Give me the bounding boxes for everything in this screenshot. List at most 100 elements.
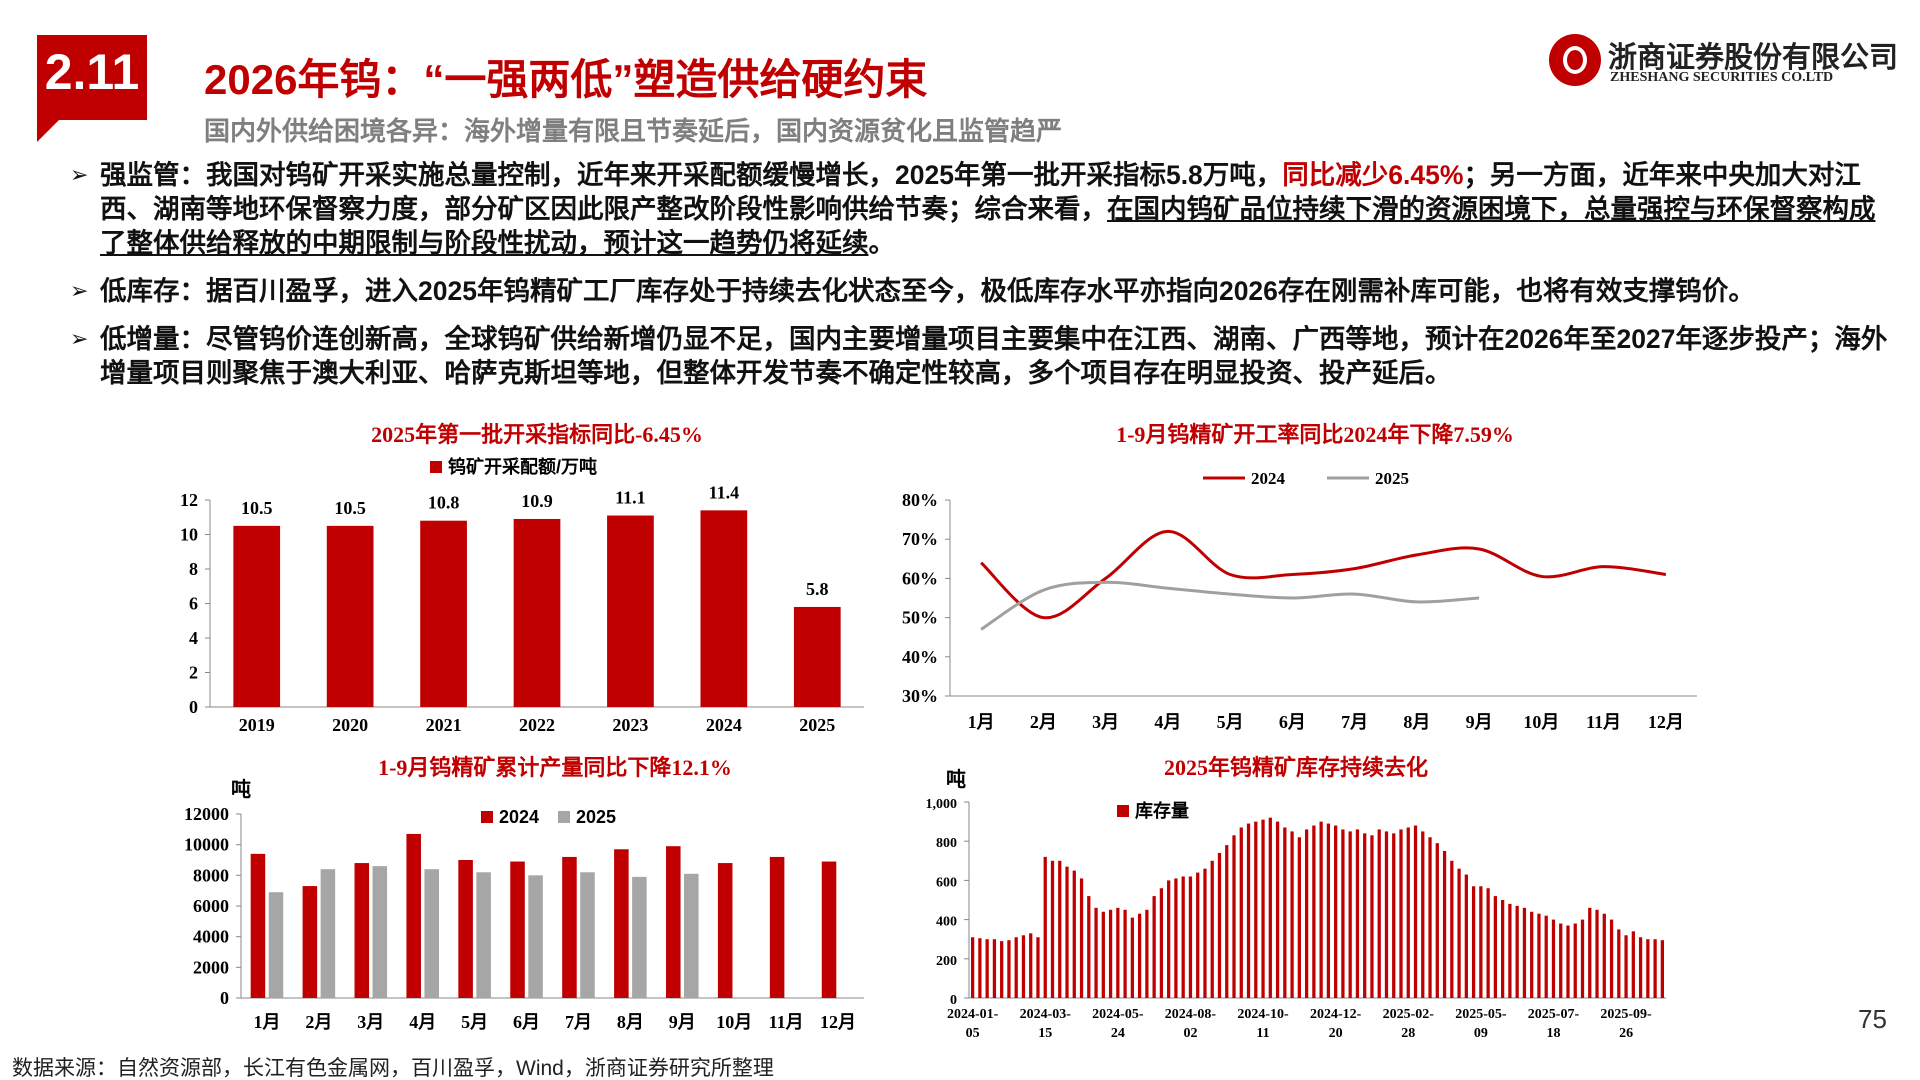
x-tick-label: 12月 bbox=[1648, 712, 1684, 732]
bar bbox=[1065, 866, 1069, 998]
bar bbox=[1428, 837, 1432, 998]
y-tick-label: 12000 bbox=[184, 804, 229, 824]
x-tick-label: 2024-03-15 bbox=[1020, 1007, 1072, 1041]
title: 2026年钨：“一强两低”塑造供给硬约束 bbox=[204, 56, 928, 103]
bar bbox=[1297, 837, 1301, 998]
bar bbox=[1617, 929, 1621, 998]
y-tick-label: 6000 bbox=[193, 896, 229, 916]
bar bbox=[1130, 917, 1134, 998]
bar bbox=[1501, 900, 1505, 998]
line-series bbox=[980, 580, 1480, 631]
bar bbox=[1000, 941, 1004, 998]
bullet: 低增量：尽管钨价连创新高，全球钨矿供给新增仍显不足，国内主要增量项目主要集中在江… bbox=[70, 322, 1900, 390]
bar bbox=[1355, 829, 1360, 998]
chart-title: 2025年第一批开采指标同比-6.45% bbox=[371, 422, 703, 447]
x-tick-label: 4月 bbox=[1154, 712, 1181, 732]
x-tick-label: 4月 bbox=[409, 1012, 436, 1032]
bar bbox=[1580, 919, 1585, 998]
bar bbox=[1457, 868, 1461, 998]
bar bbox=[1145, 909, 1149, 998]
bullet-text: 同比减少6.45% bbox=[1282, 160, 1464, 190]
legend-swatch bbox=[558, 811, 570, 823]
x-tick-label: 11月 bbox=[1586, 712, 1621, 732]
bar bbox=[458, 860, 473, 998]
bar bbox=[510, 861, 525, 998]
bar bbox=[476, 872, 491, 998]
badge-tab bbox=[37, 120, 59, 142]
x-tick-label: 1月 bbox=[968, 712, 995, 732]
bullet-text: ；另一方面，近年来中央加大对江西、湖南等地环保督察力度，部分矿区因此限产整改阶段… bbox=[100, 160, 1861, 224]
y-tick-label: 40% bbox=[902, 647, 938, 667]
x-tick-label: 10月 bbox=[716, 1012, 752, 1032]
bar bbox=[420, 520, 467, 707]
x-tick-label: 2024-01-05 bbox=[947, 1007, 999, 1041]
x-tick-label: 6月 bbox=[1279, 712, 1306, 732]
bullet-text: 。 bbox=[868, 228, 896, 258]
x-tick-label: 2025 bbox=[799, 715, 835, 735]
bar bbox=[1101, 911, 1105, 998]
badge-text: 2.11 bbox=[44, 44, 140, 100]
subtitle: 国内外供给困境各异：海外增量有限且节奏延后，国内资源贫化且监管趋严 bbox=[204, 116, 1063, 146]
bar bbox=[1544, 915, 1548, 998]
bar bbox=[821, 861, 837, 998]
bar bbox=[1421, 831, 1425, 998]
bar bbox=[1413, 825, 1418, 998]
bar bbox=[580, 872, 595, 998]
bar bbox=[793, 606, 841, 707]
bar bbox=[1210, 860, 1214, 998]
y-tick-label: 200 bbox=[936, 954, 957, 969]
bar bbox=[1283, 827, 1287, 998]
bar bbox=[513, 518, 561, 707]
bar bbox=[1624, 935, 1628, 998]
bar bbox=[1399, 829, 1403, 998]
bar bbox=[1319, 821, 1323, 998]
bar bbox=[1595, 909, 1599, 998]
y-axis-label: 吨 bbox=[231, 777, 251, 801]
bar bbox=[970, 937, 975, 998]
bullet-text: 低增量：尽管钨价连创新高，全球钨矿供给新增仍显不足，国内主要增量项目主要集中在江… bbox=[100, 324, 1888, 388]
x-tick-label: 2025-09-26 bbox=[1600, 1007, 1652, 1041]
bar bbox=[1479, 886, 1483, 998]
bar bbox=[268, 892, 284, 998]
bar bbox=[1014, 937, 1018, 998]
x-tick-label: 12月 bbox=[820, 1012, 856, 1032]
x-tick-label: 3月 bbox=[357, 1012, 384, 1032]
bar bbox=[1653, 939, 1657, 998]
chart-title: 2025年钨精矿库存持续去化 bbox=[1164, 755, 1428, 780]
bullet: 低库存：据百川盈孚，进入2025年钨精矿工厂库存处于持续去化状态至今，极低库存水… bbox=[70, 274, 1900, 308]
y-tick-label: 0 bbox=[950, 993, 957, 1008]
y-axis-label: 吨 bbox=[946, 767, 966, 791]
bar bbox=[1638, 937, 1643, 998]
x-tick-label: 8月 bbox=[617, 1012, 644, 1032]
bullet-text: 强监管：我国对钨矿开采实施总量控制，近年来开采配额缓慢增长，2025年第一批开采… bbox=[100, 160, 1283, 190]
bar bbox=[1326, 823, 1331, 998]
x-tick-label: 2024-08-02 bbox=[1165, 1007, 1217, 1041]
y-tick-label: 12 bbox=[180, 490, 198, 510]
bar bbox=[1196, 872, 1200, 998]
bullet-text: 在国内钨矿品位持续下滑的资源困境下，总量强控与环保督察构成了整体供给释放的中期限… bbox=[100, 194, 1876, 258]
bar bbox=[320, 869, 336, 998]
y-tick-label: 70% bbox=[902, 529, 938, 549]
bar bbox=[1094, 907, 1098, 998]
legend-label: 库存量 bbox=[1135, 800, 1189, 821]
bar bbox=[1137, 913, 1142, 998]
bar bbox=[1442, 851, 1447, 998]
bar bbox=[666, 846, 681, 998]
legend-label: 2024 bbox=[499, 807, 539, 827]
bullet: 强监管：我国对钨矿开采实施总量控制，近年来开采配额缓慢增长，2025年第一批开采… bbox=[70, 158, 1900, 260]
bar bbox=[1058, 860, 1062, 998]
bar bbox=[1188, 876, 1193, 998]
x-tick-label: 2月 bbox=[305, 1012, 332, 1032]
data-label: 5.8 bbox=[806, 579, 829, 599]
bar bbox=[1559, 923, 1563, 998]
y-tick-label: 6 bbox=[189, 594, 198, 614]
bar bbox=[372, 866, 388, 998]
bar bbox=[614, 849, 629, 998]
bar bbox=[684, 873, 699, 998]
bullet-list: 强监管：我国对钨矿开采实施总量控制，近年来开采配额缓慢增长，2025年第一批开采… bbox=[70, 158, 1900, 404]
y-tick-label: 10000 bbox=[184, 835, 229, 855]
bar bbox=[1537, 913, 1541, 998]
bar bbox=[1377, 829, 1381, 998]
y-tick-label: 8 bbox=[189, 559, 198, 579]
